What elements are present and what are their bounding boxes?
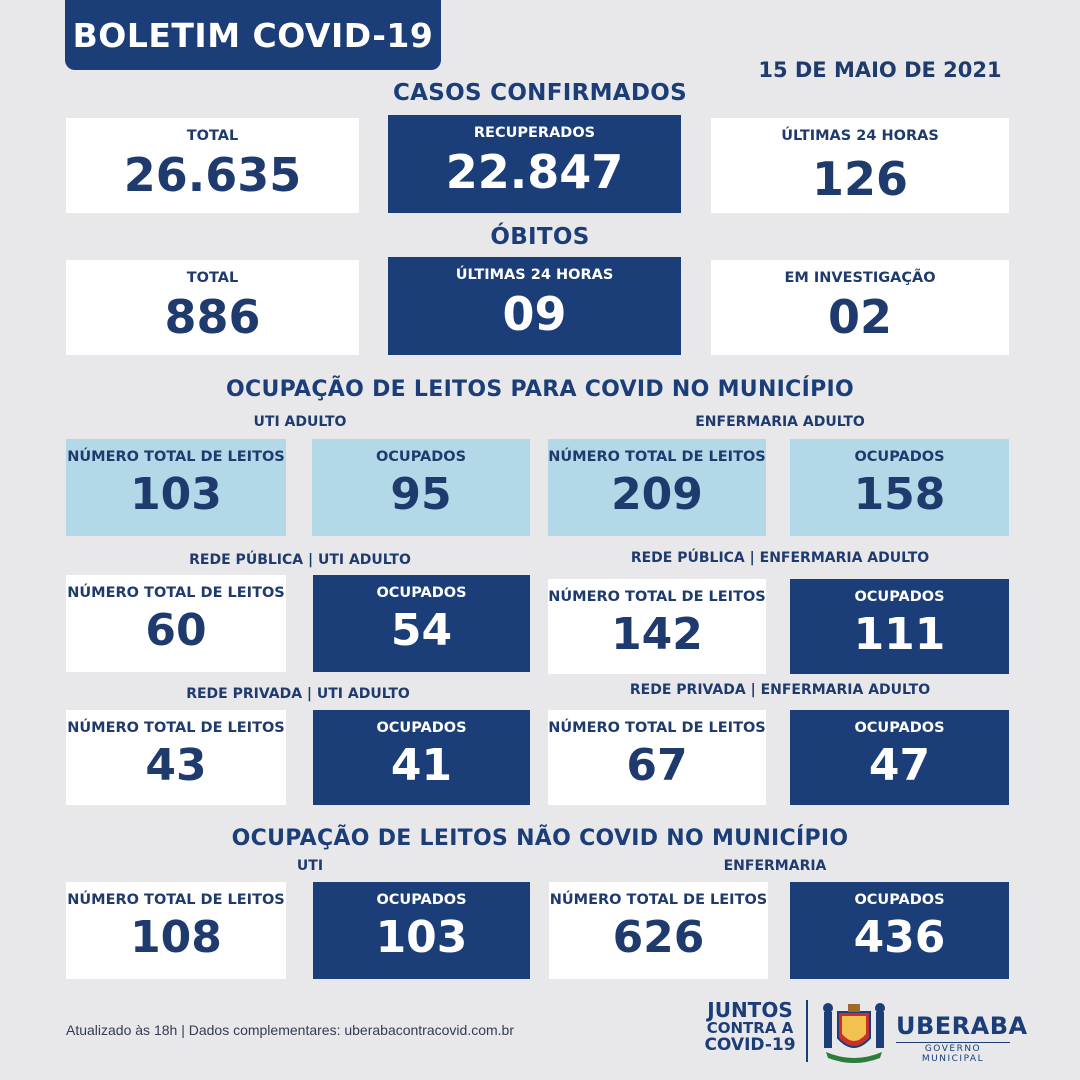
privada-uti-total-label: NÚMERO TOTAL DE LEITOS: [67, 720, 285, 736]
casos-ultimas-card: ÚLTIMAS 24 HORAS 126: [711, 118, 1009, 213]
uti-adulto-label: UTI ADULTO: [253, 414, 347, 430]
privada-uti-label: REDE PRIVADA | UTI ADULTO: [186, 686, 410, 702]
obitos-ultimas-card: ÚLTIMAS 24 HORAS 09: [388, 257, 681, 355]
enf-ocupados-value: 158: [853, 469, 946, 520]
nao-covid-enf-total-label: NÚMERO TOTAL DE LEITOS: [549, 892, 768, 908]
publica-enf-total-label: NÚMERO TOTAL DE LEITOS: [548, 589, 766, 605]
obitos-total-value: 886: [164, 290, 261, 344]
obitos-title: ÓBITOS: [490, 224, 590, 250]
nao-covid-uti-total-card: NÚMERO TOTAL DE LEITOS 108: [66, 882, 286, 979]
nao-covid-enf-ocupados-value: 436: [853, 912, 946, 963]
casos-recuperados-card: RECUPERADOS 22.847: [388, 115, 681, 213]
publica-enf-total-card: NÚMERO TOTAL DE LEITOS 142: [548, 579, 766, 674]
obitos-investigacao-value: 02: [827, 290, 892, 344]
privada-enf-total-label: NÚMERO TOTAL DE LEITOS: [548, 720, 766, 736]
enf-total-card: NÚMERO TOTAL DE LEITOS 209: [548, 439, 766, 536]
privada-uti-ocupados-label: OCUPADOS: [376, 720, 467, 736]
nao-covid-uti-total-label: NÚMERO TOTAL DE LEITOS: [67, 892, 285, 908]
privada-enf-label: REDE PRIVADA | ENFERMARIA ADULTO: [629, 682, 931, 698]
publica-enf-ocupados-card: OCUPADOS 111: [790, 579, 1009, 674]
uti-nao-covid-label: UTI: [296, 858, 324, 874]
publica-uti-ocupados-value: 54: [390, 605, 453, 656]
privada-enf-ocupados-card: OCUPADOS 47: [790, 710, 1009, 805]
publica-uti-ocupados-card: OCUPADOS 54: [313, 575, 530, 672]
publica-uti-total-value: 60: [145, 605, 207, 656]
privada-enf-total-card: NÚMERO TOTAL DE LEITOS 67: [548, 710, 766, 805]
enf-ocupados-card: OCUPADOS 158: [790, 439, 1009, 536]
enf-total-label: NÚMERO TOTAL DE LEITOS: [548, 449, 766, 465]
casos-title: CASOS CONFIRMADOS: [392, 80, 688, 106]
nao-covid-enf-total-value: 626: [612, 912, 705, 963]
publica-uti-label: REDE PÚBLICA | UTI ADULTO: [189, 552, 411, 568]
privada-enf-ocupados-value: 47: [868, 740, 931, 791]
uti-ocupados-label: OCUPADOS: [375, 449, 467, 465]
publica-uti-total-card: NÚMERO TOTAL DE LEITOS 60: [66, 575, 286, 672]
nao-covid-uti-ocupados-label: OCUPADOS: [376, 892, 467, 908]
obitos-total-card: TOTAL 886: [66, 260, 359, 355]
publica-enf-ocupados-label: OCUPADOS: [854, 589, 945, 605]
obitos-investigacao-label: EM INVESTIGAÇÃO: [784, 270, 936, 286]
nao-covid-uti-ocupados-value: 103: [375, 912, 468, 963]
obitos-ultimas-value: 09: [502, 287, 567, 341]
obitos-ultimas-label: ÚLTIMAS 24 HORAS: [455, 267, 614, 283]
leitos-nao-covid-title: OCUPAÇÃO DE LEITOS NÃO COVID NO MUNICÍPI…: [231, 826, 849, 851]
enf-total-value: 209: [611, 469, 703, 520]
uti-total-card: NÚMERO TOTAL DE LEITOS 103: [66, 439, 286, 536]
uti-total-label: NÚMERO TOTAL DE LEITOS: [67, 449, 285, 465]
bulletin-title: BOLETIM COVID-19: [65, 0, 441, 70]
publica-uti-ocupados-label: OCUPADOS: [376, 585, 467, 601]
privada-uti-ocupados-card: OCUPADOS 41: [313, 710, 530, 805]
casos-ultimas-label: ÚLTIMAS 24 HORAS: [781, 128, 939, 144]
leitos-covid-title: OCUPAÇÃO DE LEITOS PARA COVID NO MUNICÍP…: [226, 377, 854, 402]
casos-recuperados-value: 22.847: [445, 145, 624, 199]
nao-covid-enf-ocupados-card: OCUPADOS 436: [790, 882, 1009, 979]
juntos-contra-covid-logo: JUNTOS CONTRA A COVID-19: [700, 1000, 800, 1055]
publica-enf-total-value: 142: [611, 609, 703, 660]
privada-uti-total-value: 43: [145, 740, 207, 791]
casos-total-value: 26.635: [123, 148, 302, 202]
nao-covid-uti-total-value: 108: [130, 912, 222, 963]
obitos-total-label: TOTAL: [186, 270, 239, 286]
casos-ultimas-value: 126: [811, 152, 909, 206]
publica-enf-label: REDE PÚBLICA | ENFERMARIA ADULTO: [630, 550, 930, 566]
enfermaria-adulto-label: ENFERMARIA ADULTO: [695, 414, 865, 430]
casos-total-label: TOTAL: [186, 128, 239, 144]
uberaba-crest-icon: [823, 1003, 885, 1063]
nao-covid-uti-ocupados-card: OCUPADOS 103: [313, 882, 530, 979]
footer-divider: [806, 1000, 808, 1062]
publica-uti-total-label: NÚMERO TOTAL DE LEITOS: [67, 585, 285, 601]
uberaba-name: UBERABA: [896, 1012, 1028, 1040]
juntos-line-3: COVID-19: [704, 1034, 796, 1055]
governo-municipal-label: GOVERNO MUNICIPAL: [896, 1042, 1010, 1064]
juntos-line-1: JUNTOS: [707, 998, 793, 1022]
privada-uti-ocupados-value: 41: [390, 740, 453, 791]
privada-uti-total-card: NÚMERO TOTAL DE LEITOS 43: [66, 710, 286, 805]
privada-enf-ocupados-label: OCUPADOS: [854, 720, 945, 736]
uti-total-value: 103: [130, 469, 222, 520]
obitos-investigacao-card: EM INVESTIGAÇÃO 02: [711, 260, 1009, 355]
uti-ocupados-value: 95: [390, 469, 452, 520]
publica-enf-ocupados-value: 111: [853, 609, 946, 660]
juntos-line-2: CONTRA A: [706, 1019, 794, 1037]
enf-ocupados-label: OCUPADOS: [854, 449, 945, 465]
enf-nao-covid-label: ENFERMARIA: [723, 858, 827, 874]
casos-total-card: TOTAL 26.635: [66, 118, 359, 213]
uti-ocupados-card: OCUPADOS 95: [312, 439, 530, 536]
bulletin-date: 15 DE MAIO DE 2021: [758, 58, 1002, 82]
uberaba-logo: UBERABA GOVERNO MUNICIPAL: [896, 1012, 1028, 1064]
casos-recuperados-label: RECUPERADOS: [473, 125, 596, 141]
footer-update-text: Atualizado às 18h | Dados complementares…: [66, 1022, 514, 1038]
nao-covid-enf-total-card: NÚMERO TOTAL DE LEITOS 626: [549, 882, 768, 979]
nao-covid-enf-ocupados-label: OCUPADOS: [854, 892, 945, 908]
privada-enf-total-value: 67: [626, 740, 688, 791]
